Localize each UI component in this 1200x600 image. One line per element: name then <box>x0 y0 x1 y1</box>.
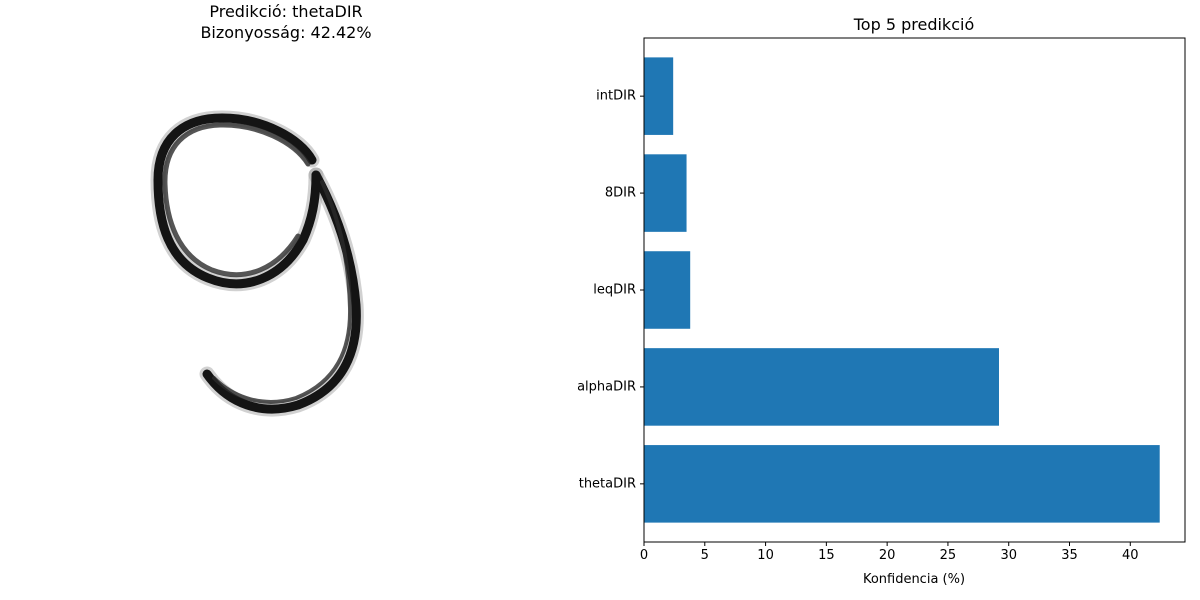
y-tick-label-leqDIR: leqDIR <box>593 283 636 298</box>
x-tick-label-20: 20 <box>879 548 896 563</box>
y-axis: thetaDIR alphaDIR leqDIR 8DIR intDIR <box>577 89 644 491</box>
bar-intDIR <box>644 57 674 135</box>
x-axis-label: Konfidencia (%) <box>863 572 965 587</box>
handwritten-digit-image <box>150 110 364 417</box>
x-axis: 0 5 10 15 20 25 30 35 40 <box>640 542 1139 563</box>
x-tick-label-10: 10 <box>757 548 774 563</box>
x-tick-label-25: 25 <box>940 548 957 563</box>
y-tick-label-thetaDIR: thetaDIR <box>579 476 636 491</box>
bar-alphaDIR <box>644 348 999 426</box>
prediction-panel: Predikció: thetaDIR Bizonyosság: 42.42% <box>150 2 372 417</box>
prediction-title: Predikció: thetaDIR <box>209 2 362 21</box>
bar-8DIR <box>644 154 687 232</box>
x-tick-label-15: 15 <box>818 548 835 563</box>
y-tick-label-alphaDIR: alphaDIR <box>577 379 636 394</box>
confidence-title: Bizonyosság: 42.42% <box>200 23 371 42</box>
bars-layer <box>644 57 1160 523</box>
y-tick-label-8DIR: 8DIR <box>605 186 636 201</box>
bar-thetaDIR <box>644 445 1160 523</box>
x-tick-label-40: 40 <box>1122 548 1139 563</box>
top5-chart: Top 5 predikció thetaDIR alphaDIR leqDIR 8D… <box>577 15 1186 587</box>
chart-title: Top 5 predikció <box>853 15 974 34</box>
y-tick-label-intDIR: intDIR <box>596 89 636 104</box>
x-tick-label-0: 0 <box>640 548 648 563</box>
bar-leqDIR <box>644 251 691 329</box>
x-tick-label-30: 30 <box>1000 548 1017 563</box>
x-tick-label-35: 35 <box>1061 548 1078 563</box>
x-tick-label-5: 5 <box>701 548 709 563</box>
